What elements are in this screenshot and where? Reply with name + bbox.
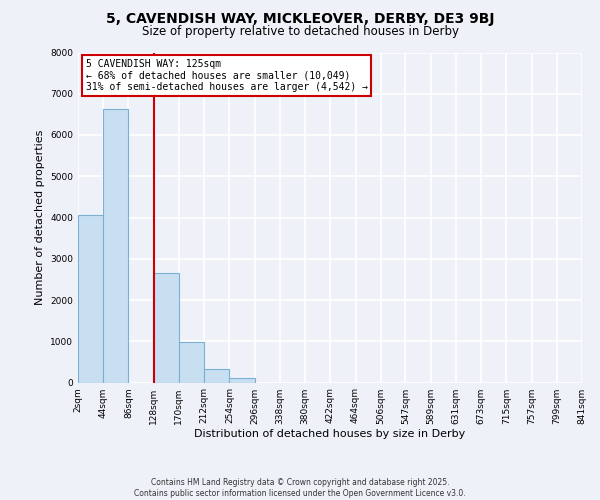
Bar — [204, 369, 229, 382]
Bar — [78, 216, 103, 382]
Text: Size of property relative to detached houses in Derby: Size of property relative to detached ho… — [142, 25, 458, 38]
Text: Contains HM Land Registry data © Crown copyright and database right 2025.
Contai: Contains HM Land Registry data © Crown c… — [134, 478, 466, 498]
Bar — [103, 109, 128, 382]
Bar — [154, 273, 179, 382]
Y-axis label: Number of detached properties: Number of detached properties — [35, 130, 44, 305]
Bar — [229, 378, 254, 382]
Bar — [179, 342, 204, 382]
Text: 5 CAVENDISH WAY: 125sqm
← 68% of detached houses are smaller (10,049)
31% of sem: 5 CAVENDISH WAY: 125sqm ← 68% of detache… — [86, 59, 368, 92]
Text: 5, CAVENDISH WAY, MICKLEOVER, DERBY, DE3 9BJ: 5, CAVENDISH WAY, MICKLEOVER, DERBY, DE3… — [106, 12, 494, 26]
X-axis label: Distribution of detached houses by size in Derby: Distribution of detached houses by size … — [194, 430, 466, 440]
